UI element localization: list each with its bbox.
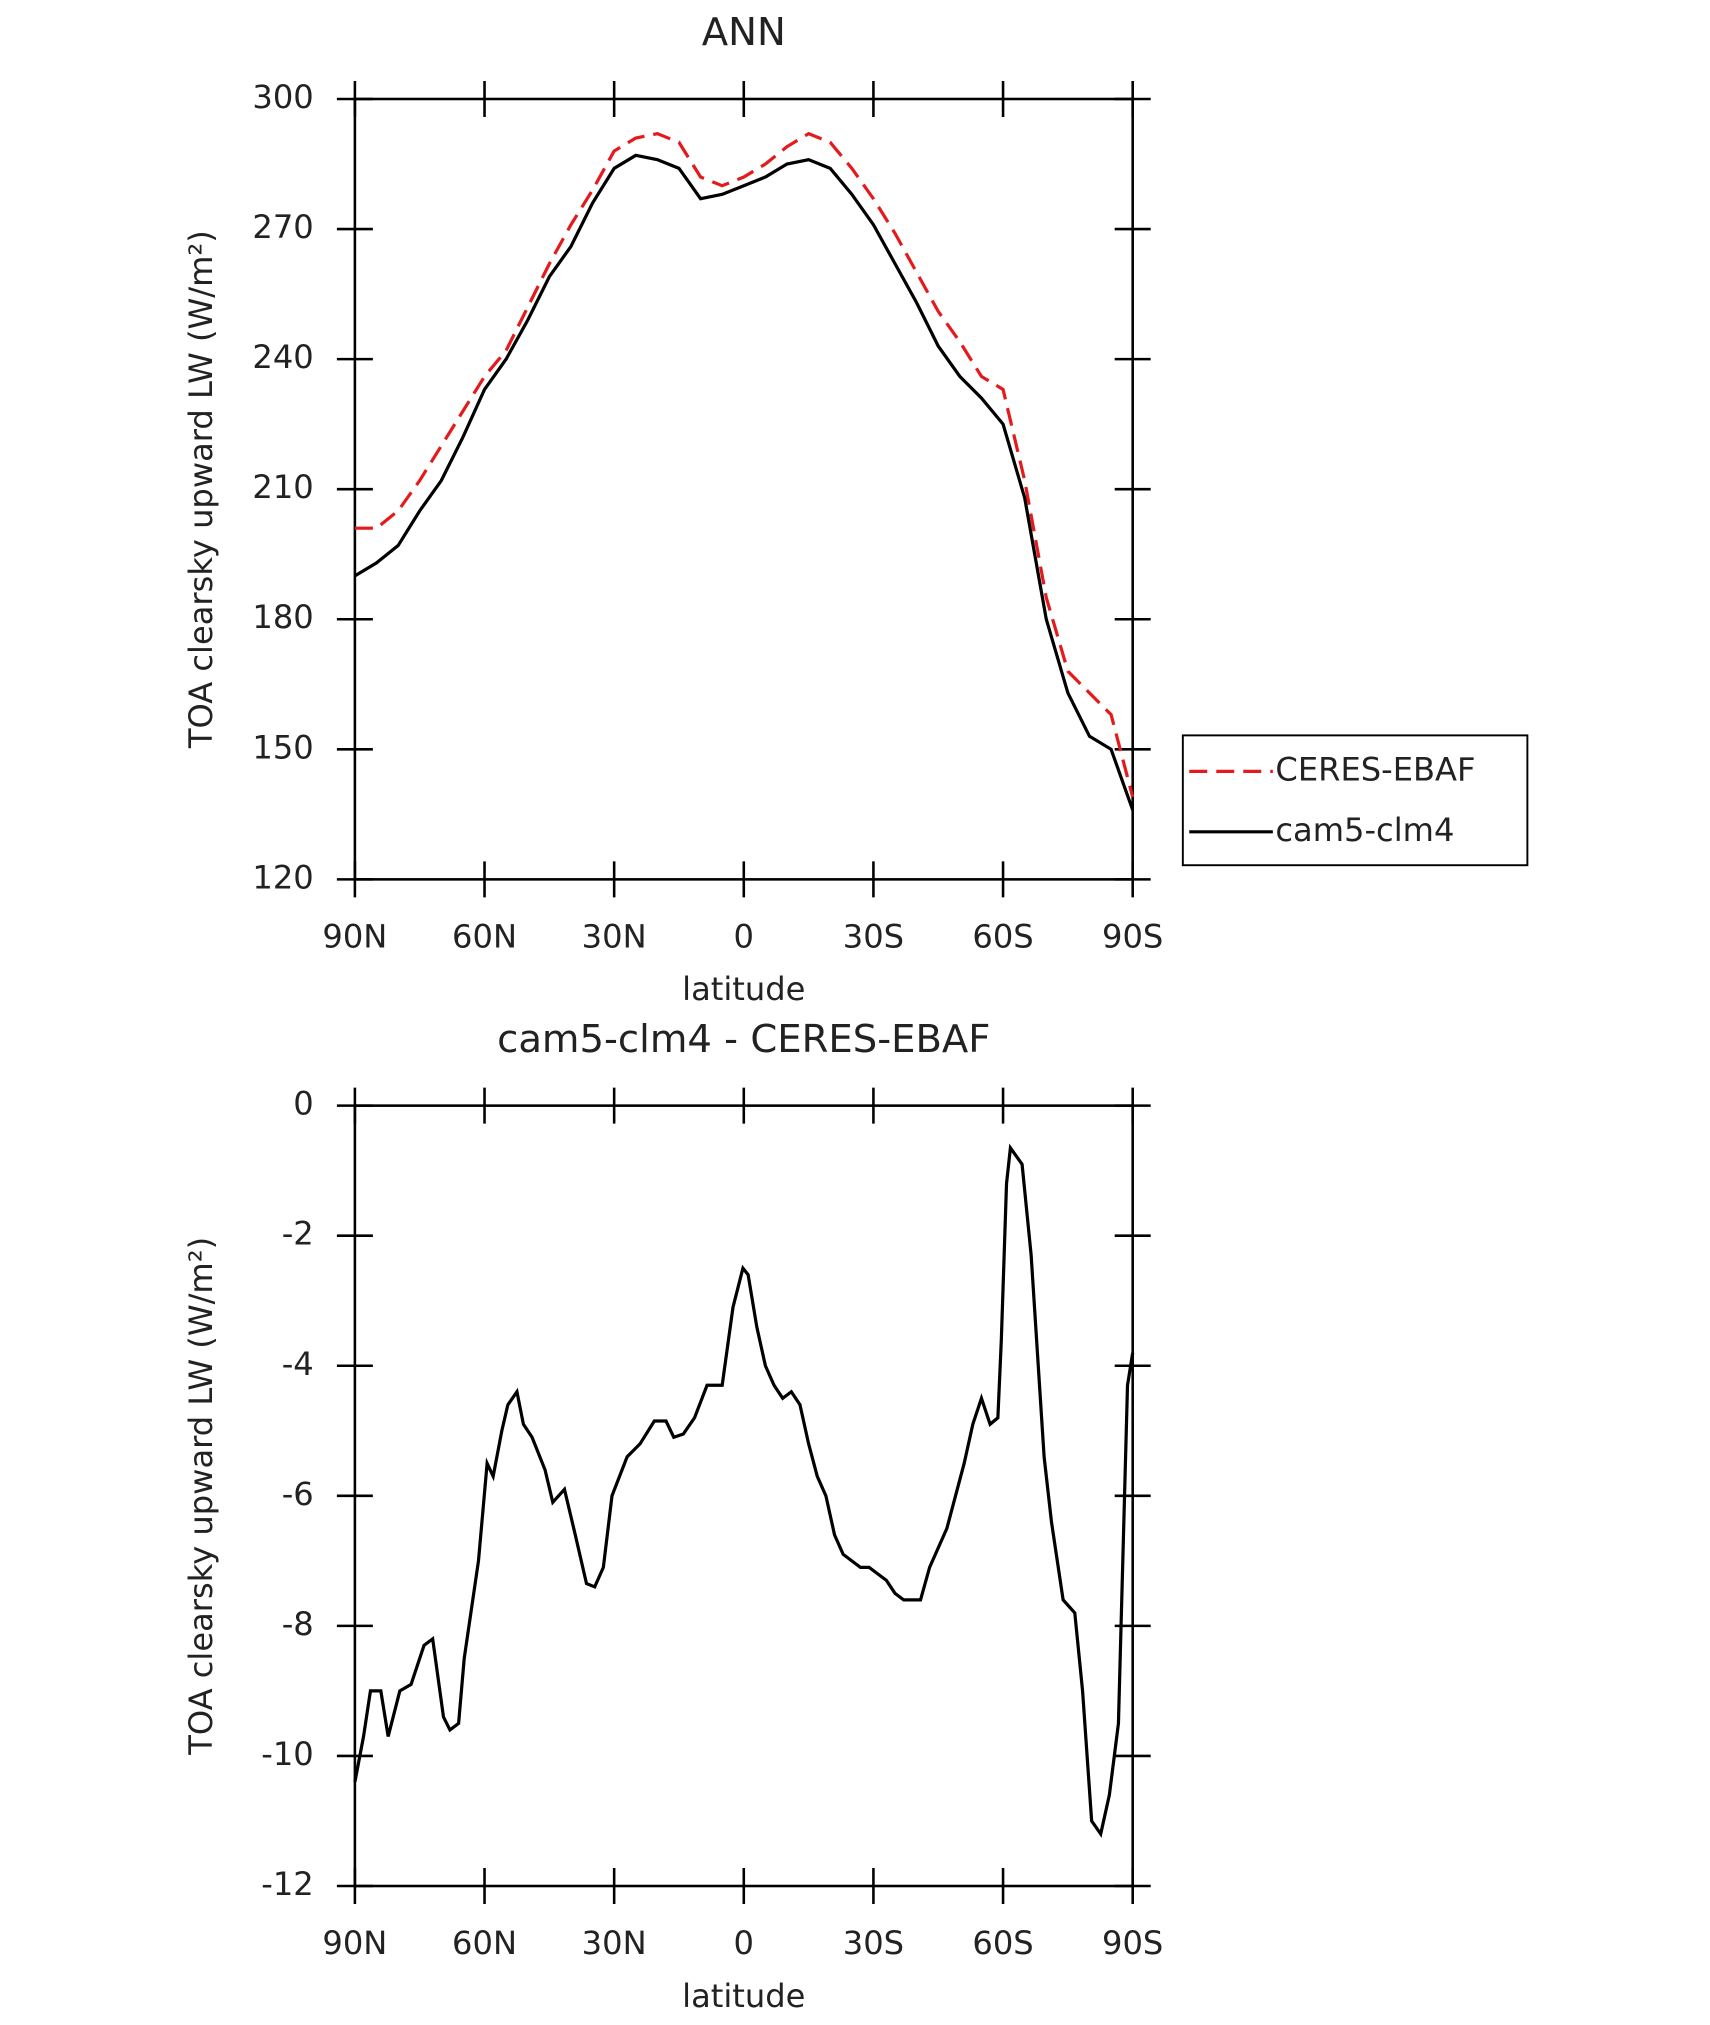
y-tick-label: 150 <box>252 728 313 766</box>
x-tick-label: 30N <box>582 1924 647 1962</box>
legend-label: CERES-EBAF <box>1275 750 1475 788</box>
x-tick-label: 60N <box>452 1924 517 1962</box>
y-tick-label: 0 <box>293 1085 313 1123</box>
x-tick-label: 0 <box>734 918 754 956</box>
series-line <box>354 131 1135 798</box>
y-tick-label: 180 <box>252 598 313 636</box>
y-tick-label: -2 <box>282 1215 314 1253</box>
x-tick-label: 30S <box>843 918 904 956</box>
y-tick-label: -6 <box>282 1475 314 1513</box>
x-tick-label: 90S <box>1102 1924 1163 1962</box>
y-tick-label: 210 <box>252 468 313 506</box>
plot-frame <box>353 1104 1134 1888</box>
legend-label: cam5-clm4 <box>1275 811 1454 849</box>
y-tick-label: 300 <box>252 78 313 116</box>
x-tick-label: 60N <box>452 918 517 956</box>
y-tick-label: 270 <box>252 208 313 246</box>
y-axis-label: TOA clearsky upward LW (W/m²) <box>182 1237 220 1756</box>
x-axis-label: latitude <box>682 1977 805 2015</box>
x-tick-label: 90S <box>1102 918 1163 956</box>
y-tick-label: 240 <box>252 338 313 376</box>
x-tick-label: 90N <box>322 1924 387 1962</box>
series-line <box>354 153 1135 811</box>
y-tick-label: -8 <box>282 1605 314 1643</box>
x-tick-label: 0 <box>734 1924 754 1962</box>
plot-frame <box>353 97 1134 881</box>
x-tick-label: 60S <box>972 918 1033 956</box>
chart-title: cam5-clm4 - CERES-EBAF <box>497 1017 990 1062</box>
series-line <box>353 1143 1135 1838</box>
y-tick-label: -4 <box>282 1345 314 1383</box>
y-tick-label: -12 <box>261 1865 313 1903</box>
chart-title: ANN <box>702 10 786 55</box>
y-axis-label: TOA clearsky upward LW (W/m²) <box>182 230 220 749</box>
x-tick-label: 30S <box>843 1924 904 1962</box>
legend-box <box>1181 734 1529 867</box>
x-tick-label: 30N <box>582 918 647 956</box>
y-tick-label: 120 <box>252 858 313 896</box>
x-tick-label: 90N <box>322 918 387 956</box>
x-tick-label: 60S <box>972 1924 1033 1962</box>
y-tick-label: -10 <box>261 1735 313 1773</box>
x-axis-label: latitude <box>682 970 805 1008</box>
